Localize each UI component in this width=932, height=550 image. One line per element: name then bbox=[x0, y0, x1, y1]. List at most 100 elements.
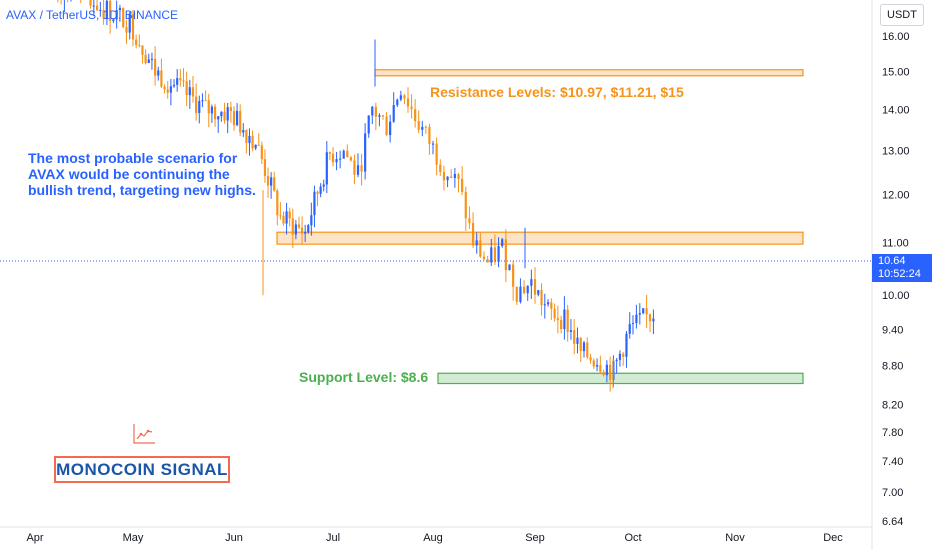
candle-body bbox=[223, 111, 226, 121]
candle-body bbox=[242, 130, 245, 133]
candle-body bbox=[248, 135, 251, 144]
last-price-value: 10.64 bbox=[878, 255, 906, 267]
candle-body bbox=[501, 239, 504, 246]
candle-body bbox=[316, 191, 319, 194]
candle-body bbox=[543, 304, 546, 306]
candle-body bbox=[297, 224, 301, 228]
candle-body bbox=[185, 81, 188, 96]
candle-body bbox=[150, 58, 154, 60]
x-tick-label: May bbox=[123, 532, 144, 544]
symbol-title[interactable]: AVAX / TetherUS, 1D, BINANCE bbox=[6, 8, 179, 22]
candle-body bbox=[364, 133, 367, 172]
candle-body bbox=[245, 130, 248, 144]
candle-body bbox=[254, 144, 257, 149]
candle-body bbox=[291, 218, 294, 235]
scenario-annotation: The most probable scenario for AVAX woul… bbox=[28, 150, 256, 198]
zone-support-8.6[interactable] bbox=[437, 372, 804, 385]
candle-body bbox=[128, 13, 131, 33]
candle-body bbox=[235, 110, 239, 126]
y-tick-label: 13.00 bbox=[882, 146, 910, 158]
candle-body bbox=[260, 145, 263, 160]
support-annotation: Support Level: $8.6 bbox=[299, 369, 429, 385]
candle-body bbox=[125, 27, 128, 33]
x-tick-label: Nov bbox=[725, 532, 745, 544]
candle-body bbox=[273, 177, 276, 191]
candle-body bbox=[479, 240, 482, 257]
candle-body bbox=[270, 177, 273, 186]
candle-body bbox=[105, 0, 108, 19]
candle-body bbox=[526, 285, 529, 294]
x-tick-label: Dec bbox=[823, 532, 843, 544]
candle-body bbox=[346, 150, 349, 158]
candle-body bbox=[435, 143, 438, 165]
candle-body bbox=[304, 232, 307, 234]
candle-body bbox=[648, 314, 652, 322]
candle-body bbox=[322, 184, 325, 187]
candle-body bbox=[450, 176, 453, 178]
candle-body bbox=[389, 121, 392, 136]
candle-body bbox=[566, 309, 569, 332]
candle-body bbox=[615, 359, 618, 361]
zone-resistance-11[interactable] bbox=[276, 231, 804, 245]
candle-body bbox=[464, 191, 467, 219]
candle-body bbox=[276, 190, 279, 216]
candle-body bbox=[99, 9, 102, 11]
candle-body bbox=[122, 7, 125, 28]
candle-body bbox=[226, 107, 229, 121]
candle-body bbox=[138, 45, 141, 47]
candle-body bbox=[188, 87, 191, 96]
candle-body bbox=[599, 365, 602, 372]
candle-body bbox=[589, 357, 592, 361]
candle-body bbox=[493, 247, 497, 262]
candle-body bbox=[421, 126, 424, 130]
candle-body bbox=[239, 110, 242, 133]
candle-body bbox=[285, 211, 288, 224]
candle-body bbox=[109, 0, 112, 22]
y-tick-label: 12.00 bbox=[882, 190, 910, 202]
candle-body bbox=[482, 256, 486, 260]
candle-body bbox=[89, 0, 92, 6]
candle-body bbox=[213, 106, 217, 120]
candle-body bbox=[563, 309, 566, 330]
candle-body bbox=[471, 223, 475, 246]
candle-body bbox=[144, 54, 147, 63]
candle-body bbox=[371, 106, 374, 116]
candle-body bbox=[486, 259, 489, 263]
zone-resistance-15[interactable] bbox=[374, 69, 804, 77]
candle-body bbox=[160, 70, 163, 87]
candle-body bbox=[118, 7, 122, 11]
candle-body bbox=[279, 215, 282, 217]
candle-body bbox=[582, 342, 586, 351]
candle-body bbox=[179, 78, 182, 81]
candle-body bbox=[560, 320, 563, 330]
y-tick-label: 11.00 bbox=[882, 238, 909, 250]
y-tick-label: 7.80 bbox=[882, 427, 903, 439]
candle-body bbox=[586, 342, 589, 358]
candle-body bbox=[556, 318, 559, 321]
candle-body bbox=[625, 333, 628, 357]
candle-body bbox=[331, 153, 335, 163]
candle-body bbox=[381, 115, 385, 117]
candle-body bbox=[201, 100, 204, 102]
candle-body bbox=[166, 89, 169, 93]
candle-body bbox=[319, 186, 322, 194]
candle-body bbox=[300, 227, 304, 234]
candle-body bbox=[618, 353, 622, 360]
candle-body bbox=[191, 87, 195, 97]
candle-body bbox=[399, 95, 402, 100]
candle-body bbox=[204, 100, 207, 102]
candle-body bbox=[112, 19, 115, 22]
candle-body bbox=[504, 239, 507, 271]
candle-body bbox=[579, 337, 582, 351]
resistance-annotation: Resistance Levels: $10.97, $11.21, $15 bbox=[430, 84, 684, 100]
currency-label[interactable]: USDT bbox=[880, 4, 924, 26]
candle-body bbox=[461, 178, 464, 192]
candle-body bbox=[92, 5, 95, 7]
candle-body bbox=[635, 314, 638, 324]
candle-body bbox=[457, 173, 460, 179]
candle-body bbox=[374, 106, 377, 117]
candle-body bbox=[310, 215, 313, 226]
candle-body bbox=[147, 59, 150, 63]
candle-body bbox=[313, 191, 316, 216]
